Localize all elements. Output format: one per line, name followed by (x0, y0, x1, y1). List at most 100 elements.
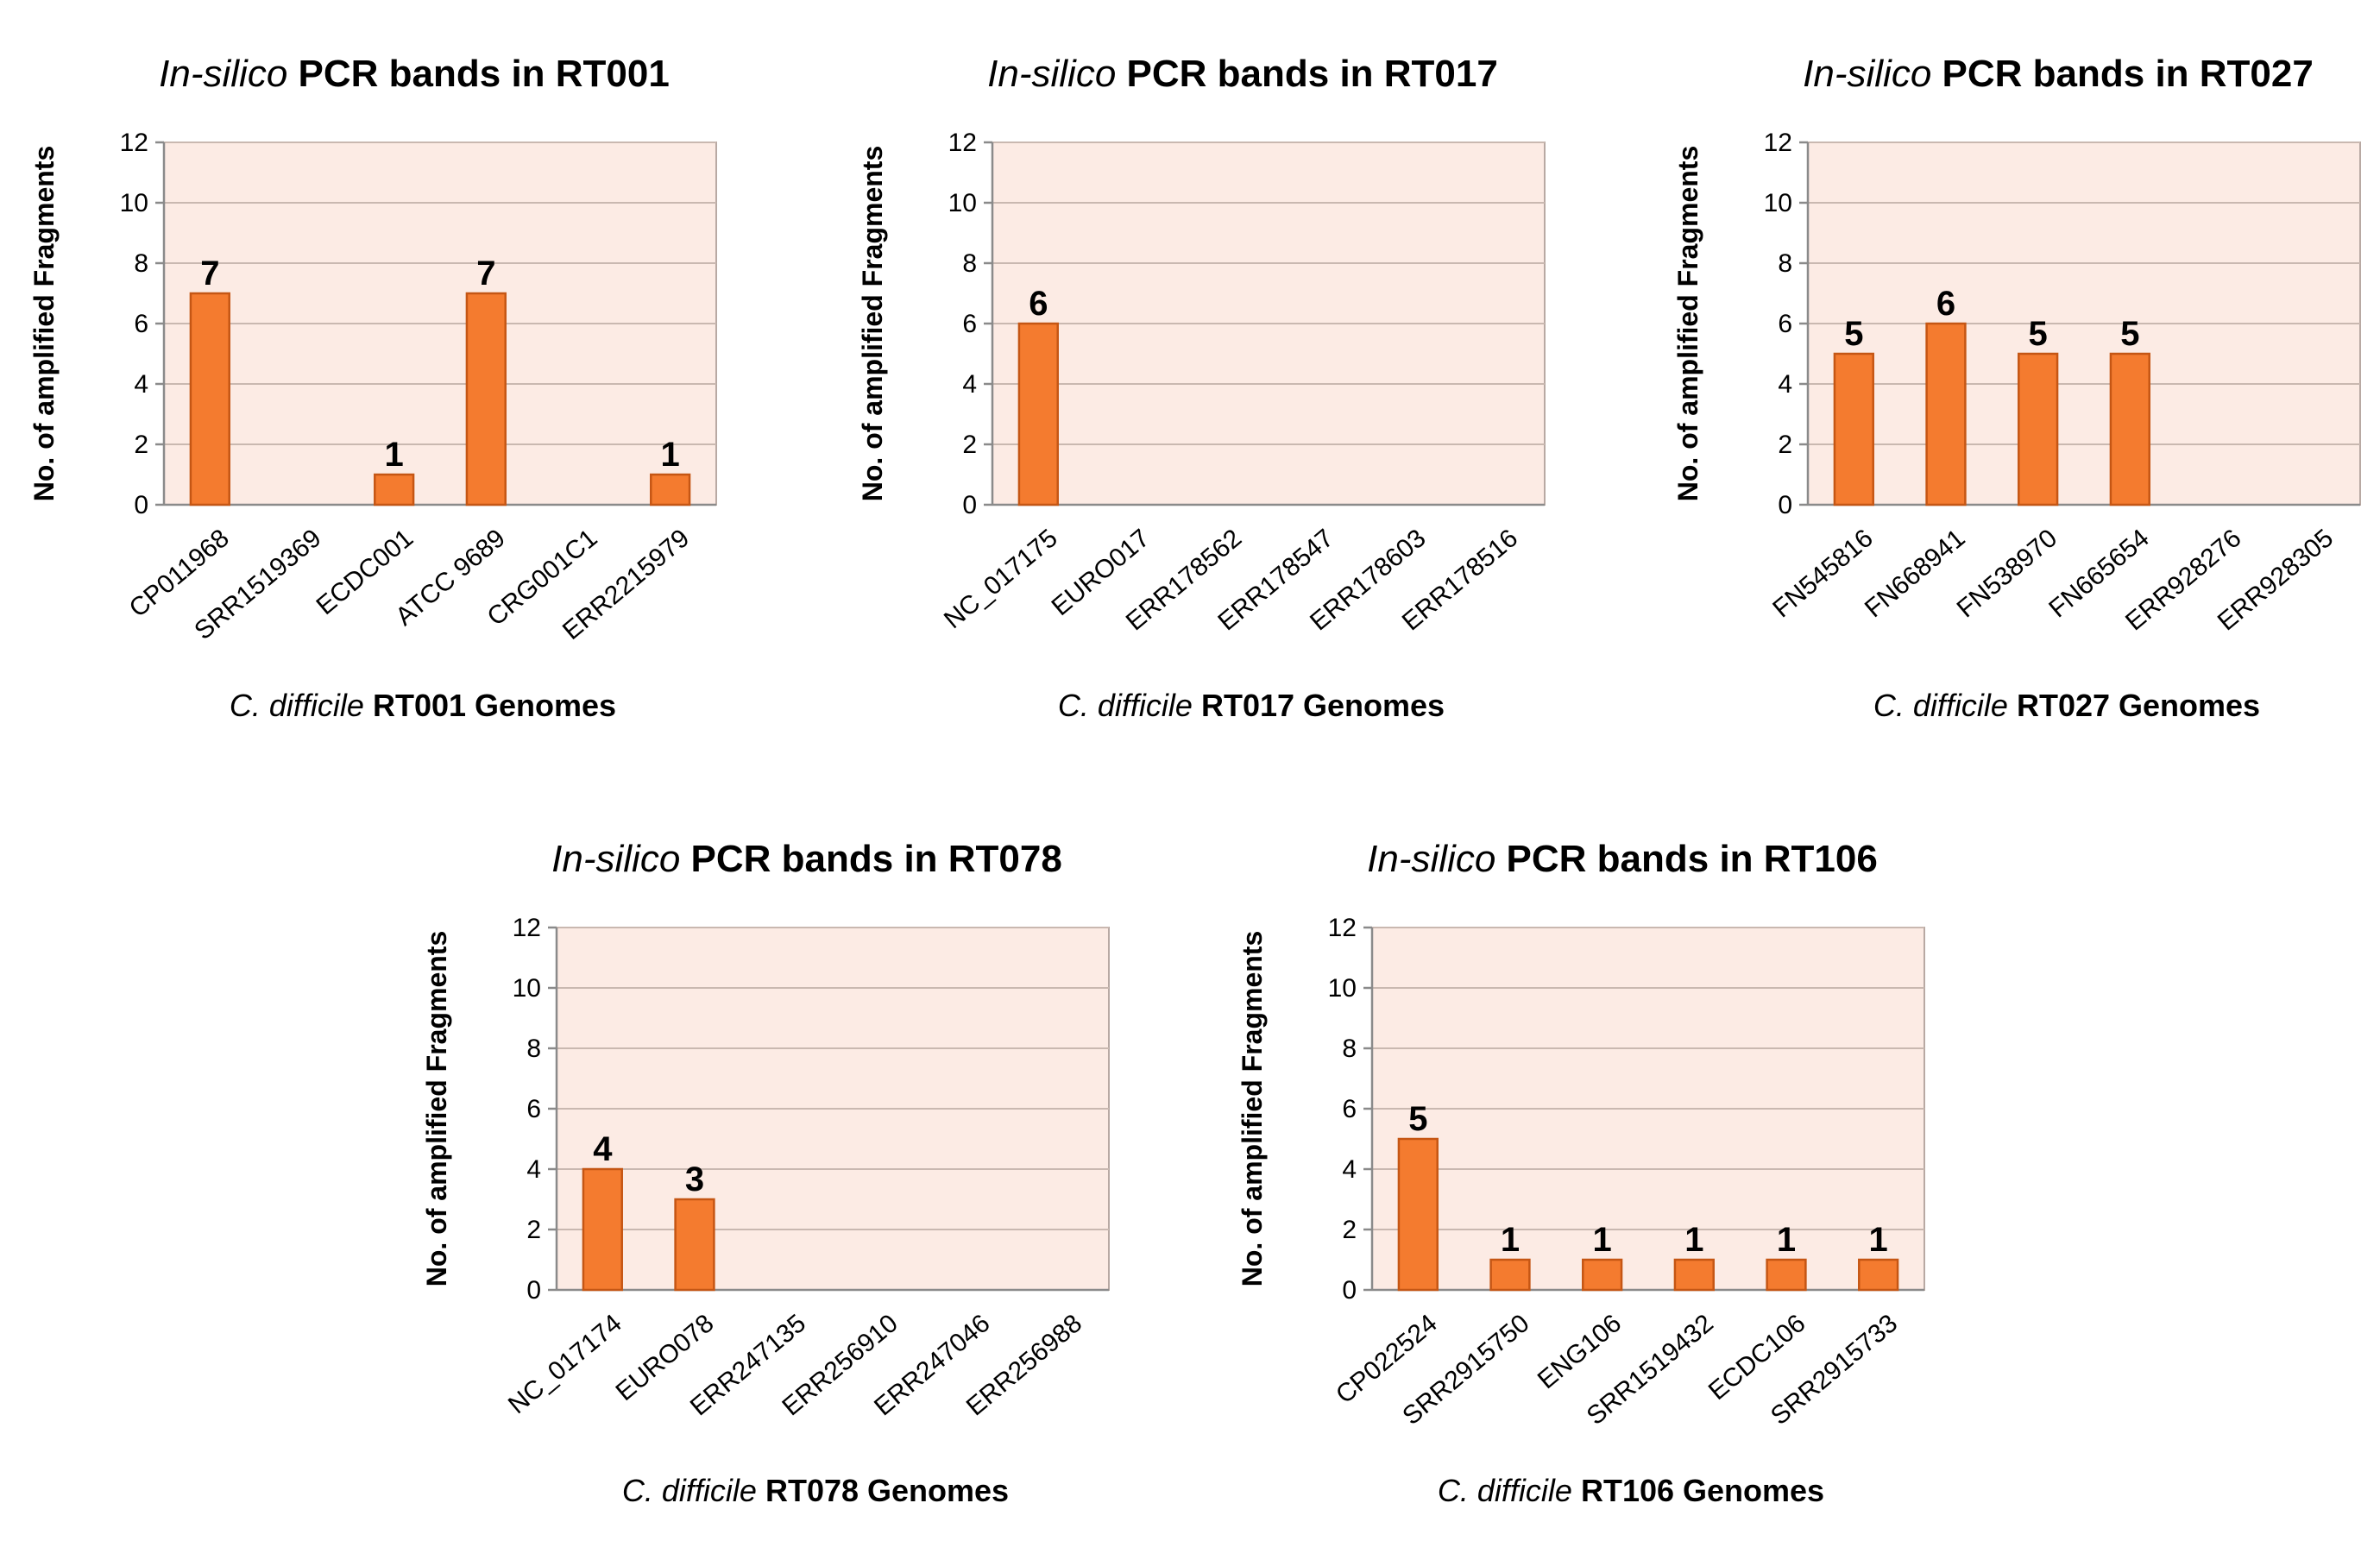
x-tick-label: FN545816 (1767, 524, 1879, 623)
data-label: 6 (1029, 285, 1048, 323)
chart-title-rest: PCR bands in RT027 (1931, 53, 2314, 95)
chart-rt027-svg: In-silico PCR bands in RT027 0 2 4 6 8 10 12 No.… (1672, 53, 2361, 723)
y-tick-label: 12 (513, 914, 541, 942)
y-tick-label: 2 (1778, 431, 1792, 459)
chart-title-italic: In-silico (1803, 53, 1931, 95)
bar-fn545816 (1833, 352, 1874, 506)
chart-title: In-silico PCR bands in RT027 (1803, 53, 2314, 95)
data-label: 4 (593, 1130, 613, 1168)
bar-nc-017174 (582, 1167, 623, 1292)
chart-title-rest: PCR bands in RT001 (287, 53, 670, 95)
chart-rt078-svg: In-silico PCR bands in RT078 0 2 4 6 8 10 12 No.… (421, 838, 1110, 1508)
chart-title: In-silico PCR bands in RT078 (551, 838, 1062, 880)
data-label: 1 (661, 436, 680, 474)
bar-atcc-9689 (465, 292, 507, 506)
bar-srr2915750 (1489, 1258, 1531, 1292)
y-tick-label: 10 (513, 974, 541, 1003)
chart-rt106: In-silico PCR bands in RT106 0 2 4 6 8 10 12 No.… (1225, 820, 1968, 1562)
x-axis-label-rest: RT001 Genomes (364, 688, 616, 723)
y-tick-label: 6 (1342, 1095, 1357, 1123)
bar-ecdc106 (1766, 1258, 1807, 1292)
y-tick-label: 12 (948, 129, 977, 157)
y-tick-label: 10 (1764, 189, 1792, 217)
data-label: 3 (685, 1160, 704, 1198)
chart-rt106-svg: In-silico PCR bands in RT106 0 2 4 6 8 10 12 No.… (1237, 838, 1925, 1508)
bar-err2215979 (650, 473, 691, 506)
chart-title-rest: PCR bands in RT106 (1495, 838, 1878, 880)
chart-rt027: In-silico PCR bands in RT027 0 2 4 6 8 10 12 No.… (1661, 35, 2380, 777)
y-tick-label: 8 (1778, 249, 1792, 278)
y-axis-label: No. of amplified Fragments (857, 146, 888, 501)
x-axis-label: C. difficile RT001 Genomes (230, 688, 616, 723)
y-tick-label: 2 (962, 431, 977, 459)
data-label: 7 (200, 255, 219, 292)
x-axis-label: C. difficile RT078 Genomes (622, 1473, 1009, 1508)
bar-fn538970 (2018, 352, 2059, 506)
bar-nc-017175 (1017, 322, 1059, 506)
chart-rt001: In-silico PCR bands in RT001 0 2 4 6 8 10 12 No.… (17, 35, 759, 777)
chart-title-italic: In-silico (1367, 838, 1495, 880)
data-label: 6 (1936, 285, 1955, 323)
data-label: 7 (476, 255, 495, 292)
y-tick-label: 6 (1778, 310, 1792, 338)
y-tick-label: 8 (1342, 1035, 1357, 1063)
y-tick-label: 8 (526, 1035, 541, 1063)
x-tick-label: FN668941 (1860, 524, 1971, 623)
y-axis-label: No. of amplified Fragments (1237, 931, 1268, 1286)
bar-fn668941 (1925, 322, 1967, 506)
chart-rt001-svg: In-silico PCR bands in RT001 0 2 4 6 8 10 12 No.… (28, 53, 717, 723)
bar-cp022524 (1397, 1137, 1439, 1292)
y-tick-label: 8 (134, 249, 148, 278)
bar-cp011968 (189, 292, 230, 506)
y-tick-label: 8 (962, 249, 977, 278)
x-axis-label-italic: C. difficile (622, 1473, 757, 1508)
x-axis-label-rest: RT106 Genomes (1572, 1473, 1824, 1508)
y-tick-label: 6 (134, 310, 148, 338)
y-tick-label: 10 (120, 189, 148, 217)
bar-srr1519432 (1673, 1258, 1715, 1292)
bar-ecdc001 (374, 473, 415, 506)
chart-rt078: In-silico PCR bands in RT078 0 2 4 6 8 10 12 No.… (410, 820, 1152, 1562)
data-label: 1 (1684, 1221, 1703, 1259)
bar-fn665654 (2109, 352, 2150, 506)
y-tick-label: 6 (526, 1095, 541, 1123)
data-label: 1 (1501, 1221, 1520, 1259)
data-label: 1 (1777, 1221, 1796, 1259)
data-label: 5 (1408, 1100, 1427, 1138)
y-tick-label: 2 (134, 431, 148, 459)
y-tick-label: 6 (962, 310, 977, 338)
bar-srr2915733 (1858, 1258, 1899, 1292)
chart-rt017-svg: In-silico PCR bands in RT017 0 2 4 6 8 10 12 No.… (857, 53, 1546, 723)
x-axis-label-rest: RT017 Genomes (1193, 688, 1445, 723)
y-tick-label: 12 (120, 129, 148, 157)
bar-euro078 (674, 1198, 715, 1292)
x-axis-label-rest: RT027 Genomes (2008, 688, 2260, 723)
chart-rt017: In-silico PCR bands in RT017 0 2 4 6 8 10 12 No.… (846, 35, 1588, 777)
y-tick-label: 4 (1342, 1155, 1357, 1184)
y-axis-label: No. of amplified Fragments (28, 146, 60, 501)
data-label: 5 (2120, 315, 2139, 353)
chart-title-italic: In-silico (987, 53, 1116, 95)
y-tick-label: 10 (948, 189, 977, 217)
x-axis-label-italic: C. difficile (1873, 688, 2008, 723)
y-tick-label: 12 (1328, 914, 1357, 942)
data-label: 5 (1844, 315, 1863, 353)
y-tick-label: 10 (1328, 974, 1357, 1003)
x-tick-label: NC_017175 (939, 524, 1063, 634)
y-tick-label: 4 (962, 370, 977, 399)
data-label: 1 (385, 436, 404, 474)
chart-title: In-silico PCR bands in RT106 (1367, 838, 1878, 880)
chart-title-italic: In-silico (551, 838, 680, 880)
y-tick-label: 4 (1778, 370, 1792, 399)
y-axis-label: No. of amplified Fragments (1672, 146, 1703, 501)
x-axis-label-italic: C. difficile (1438, 1473, 1572, 1508)
chart-title-rest: PCR bands in RT017 (1116, 53, 1498, 95)
y-axis-label: No. of amplified Fragments (421, 931, 452, 1286)
x-tick-label: NC_017174 (503, 1309, 627, 1419)
y-tick-label: 0 (134, 491, 148, 519)
y-tick-label: 4 (526, 1155, 541, 1184)
chart-title-italic: In-silico (159, 53, 287, 95)
x-axis-label-italic: C. difficile (1058, 688, 1193, 723)
data-label: 1 (1869, 1221, 1888, 1259)
y-tick-label: 0 (1342, 1276, 1357, 1305)
